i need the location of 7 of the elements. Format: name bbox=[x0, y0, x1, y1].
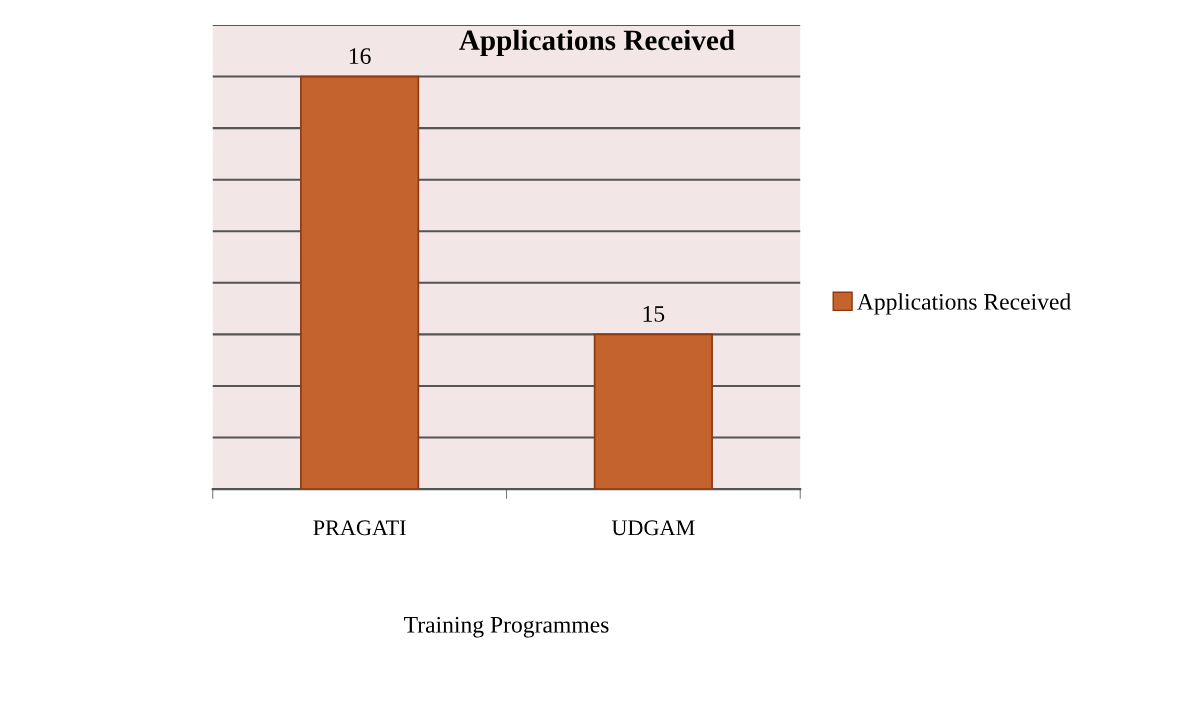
data-label: 15 bbox=[643, 306, 665, 322]
x-axis-title: Training Programmes bbox=[404, 616, 609, 638]
legend-label: Applications Received bbox=[857, 293, 1071, 315]
x-tick-label: UDGAM bbox=[611, 520, 695, 536]
chart-title: Applications Received bbox=[459, 29, 735, 57]
data-label: 16 bbox=[349, 48, 371, 65]
x-tick-label: PRAGATI bbox=[313, 520, 406, 536]
